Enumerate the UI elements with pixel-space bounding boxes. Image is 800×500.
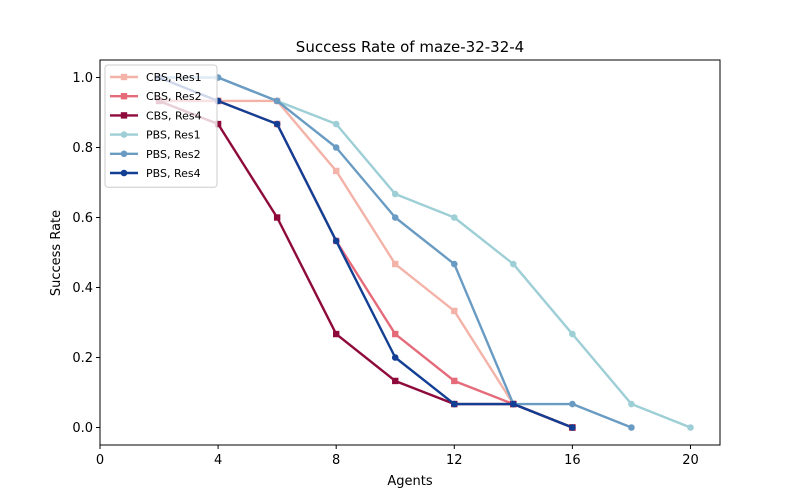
data-point	[569, 424, 576, 431]
x-tick-label: 4	[214, 453, 222, 468]
data-point	[450, 214, 458, 221]
data-point	[451, 307, 458, 315]
legend-label: CBS, Res2	[146, 90, 202, 103]
legend-swatch-marker	[120, 93, 128, 100]
data-point	[391, 354, 399, 361]
data-point	[392, 377, 399, 385]
series-pbs-res1	[155, 74, 694, 431]
data-point	[392, 330, 399, 338]
data-point	[273, 120, 281, 128]
series-line	[158, 76, 573, 429]
legend-item: CBS, Res4	[110, 109, 202, 122]
data-point	[332, 330, 340, 338]
legend-swatch-marker	[120, 131, 128, 138]
legend-label: CBS, Res4	[146, 109, 202, 122]
data-point	[510, 260, 517, 268]
axes: 0 4 8 12 16 20 0.0 0.2 0.4 0.6 0.8 1.0	[72, 71, 698, 468]
x-tick-label: 20	[682, 453, 699, 468]
data-point	[392, 260, 399, 268]
data-point	[332, 167, 340, 175]
data-point	[569, 400, 576, 408]
series-line	[159, 99, 573, 429]
x-tick-label: 12	[446, 453, 463, 468]
legend: CBS, Res1 CBS, Res2 CBS, Res4 PBS, Res1 PBS,…	[104, 64, 218, 188]
legend-swatch-marker	[120, 150, 128, 158]
data-point	[273, 214, 281, 221]
data-point	[628, 400, 635, 408]
y-tick-label: 0.8	[72, 141, 93, 156]
x-axis-label: Agents	[387, 474, 432, 489]
legend-label: PBS, Res2	[146, 148, 201, 161]
legend-item: PBS, Res2	[110, 148, 201, 161]
y-tick-label: 0.4	[72, 281, 93, 296]
legend-label: PBS, Res1	[146, 129, 201, 142]
data-point	[687, 424, 694, 431]
data-point	[332, 144, 340, 151]
legend-swatch-marker	[120, 169, 128, 177]
legend-swatch-marker	[120, 73, 128, 81]
legend-label: PBS, Res4	[146, 167, 201, 180]
data-point	[450, 260, 458, 268]
data-point	[628, 424, 635, 431]
data-point	[450, 400, 458, 408]
chart-title: Success Rate of maze-32-32-4	[296, 38, 524, 56]
series-pbs-res4	[155, 74, 576, 431]
legend-swatch-marker	[120, 112, 128, 119]
y-tick-label: 1.0	[72, 71, 93, 86]
series-line	[159, 76, 691, 429]
data-point	[214, 120, 222, 128]
data-point	[273, 97, 281, 105]
legend-item: CBS, Res1	[110, 71, 202, 84]
legend-label: CBS, Res1	[146, 71, 202, 84]
y-tick-label: 0.2	[72, 351, 93, 366]
plot-frame	[99, 59, 721, 446]
y-tick-label: 0.0	[72, 421, 93, 436]
data-point	[332, 237, 340, 245]
data-point	[391, 214, 399, 221]
y-axis-label: Success Rate	[49, 210, 64, 296]
series-line	[159, 76, 632, 429]
x-tick-label: 0	[96, 453, 104, 468]
data-point	[391, 190, 399, 198]
plot-area	[155, 74, 694, 431]
data-point	[569, 330, 576, 338]
legend-item: PBS, Res1	[110, 129, 201, 142]
legend-item: PBS, Res4	[110, 167, 201, 180]
series-pbs-res2	[155, 74, 635, 431]
x-tick-label: 8	[332, 453, 340, 468]
y-tick-label: 0.6	[72, 211, 93, 226]
data-point	[332, 120, 340, 128]
x-tick-label: 16	[564, 453, 581, 468]
data-point	[451, 377, 458, 385]
legend-item: CBS, Res2	[110, 90, 202, 103]
data-point	[510, 400, 517, 408]
